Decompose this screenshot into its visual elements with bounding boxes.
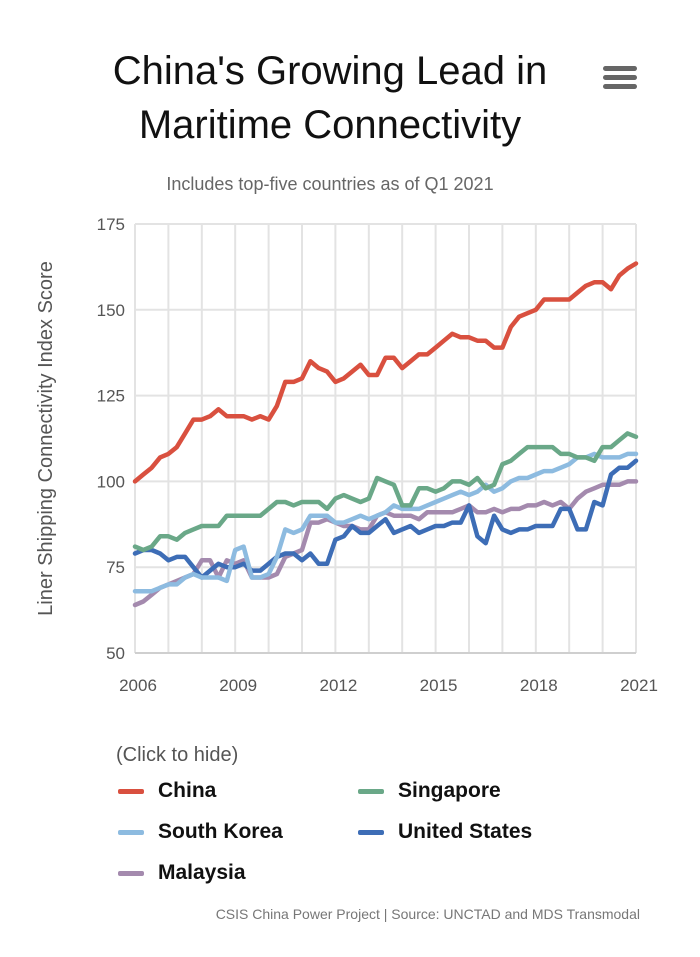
y-tick-label: 175	[97, 215, 125, 234]
legend-swatch	[118, 829, 144, 835]
hamburger-icon-bar	[603, 66, 637, 71]
x-tick-label: 2021	[620, 676, 658, 695]
y-tick-label: 50	[106, 644, 125, 663]
legend-label: Malaysia	[158, 861, 246, 884]
hamburger-icon-bar	[603, 75, 637, 80]
legend-label: South Korea	[158, 820, 283, 843]
legend-item-china[interactable]: China	[118, 777, 216, 805]
legend-item-united-states[interactable]: United States	[358, 818, 532, 846]
legend-swatch	[358, 788, 384, 794]
y-axis-label: Liner Shipping Connectivity Index Score	[35, 261, 57, 616]
legend-label: China	[158, 779, 217, 802]
y-tick-label: 125	[97, 387, 125, 406]
legend-label: United States	[398, 820, 533, 843]
legend-swatch	[118, 870, 144, 876]
legend-swatch	[358, 829, 384, 835]
credits[interactable]: CSIS China Power Project | Source: UNCTA…	[215, 906, 640, 922]
chart-subtitle: Includes top-five countries as of Q1 202…	[166, 174, 494, 194]
legend-label: Singapore	[398, 779, 501, 802]
y-tick-label: 75	[106, 558, 125, 577]
x-tick-label: 2006	[119, 676, 157, 695]
axes: 50 75 100 125 150 175 2006 2009 2012 2015 2018 2021…	[35, 215, 658, 695]
y-tick-label: 150	[97, 301, 125, 320]
menu-button[interactable]	[603, 66, 637, 96]
series-line-south-korea[interactable]	[132, 451, 639, 594]
legend-hint: (Click to hide)	[116, 744, 239, 766]
x-tick-label: 2012	[319, 676, 357, 695]
legend-item-malaysia[interactable]: Malaysia	[118, 859, 246, 887]
hamburger-icon-bar	[603, 84, 637, 89]
x-tick-label: 2018	[520, 676, 558, 695]
legend-item-south-korea[interactable]: South Korea	[118, 818, 283, 846]
legend-item-singapore[interactable]: Singapore	[358, 777, 501, 805]
y-tick-label: 100	[97, 472, 125, 491]
chart-title: China's Growing Lead in Maritime Connect…	[112, 49, 548, 147]
series-line-malaysia[interactable]	[132, 479, 639, 608]
series-lines[interactable]	[132, 261, 639, 608]
series-line-united-states[interactable]	[132, 458, 639, 580]
series-line-china[interactable]	[132, 261, 639, 484]
x-tick-label: 2015	[420, 676, 458, 695]
legend-swatch	[118, 788, 144, 794]
grid	[134, 223, 637, 654]
series-line-singapore[interactable]	[132, 431, 639, 553]
x-tick-label: 2009	[219, 676, 257, 695]
